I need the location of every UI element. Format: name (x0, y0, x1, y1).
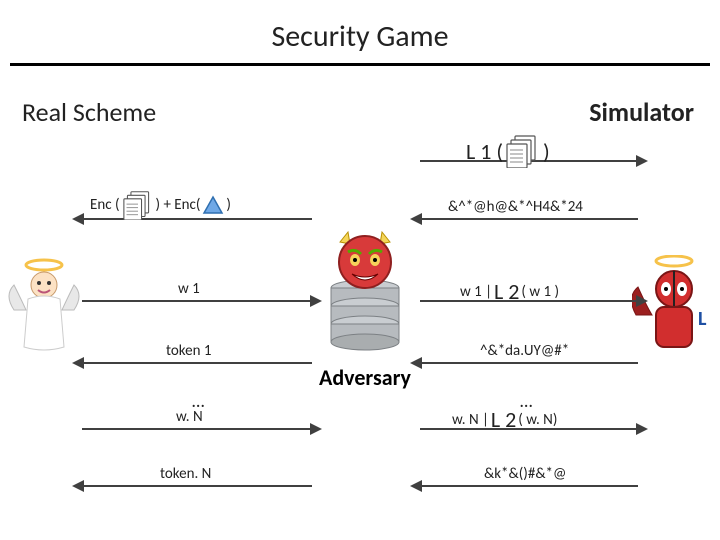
w1-l2-post: ( w 1 ) (521, 283, 559, 301)
tokenN-garbage: &k*&()#&*@ (484, 465, 566, 483)
page-title: Security Game (0, 0, 720, 55)
l1-close: ) (543, 138, 550, 165)
l1-open: L 1 ( (466, 138, 503, 165)
svg-text:L: L (698, 307, 707, 331)
wn-l2-expr: w. N | L 2 ( w. N) (452, 406, 557, 433)
enc-close: ) (226, 196, 231, 214)
adversary-icon (320, 230, 410, 360)
real-scheme-label: Real Scheme (22, 96, 156, 128)
wn-arrow-left (82, 428, 312, 430)
wn-l2-post: ( w. N) (518, 411, 557, 429)
doc-stack-icon (122, 190, 154, 220)
w1-label: w 1 (178, 280, 200, 298)
tokenN-arrow-left (82, 485, 312, 487)
token1-garbage: ^&*da.UY@#* (480, 342, 569, 360)
token1-label: token 1 (166, 342, 211, 360)
doc-stack-icon (505, 134, 541, 168)
enc-expr: Enc ( ) + Enc( ) (90, 190, 231, 220)
w1-arrow-left (82, 300, 312, 302)
tokenN-label: token. N (160, 465, 211, 483)
l2-mid: L 2 (491, 406, 516, 433)
token1-arrow-right (420, 362, 638, 364)
triangle-icon (202, 195, 224, 215)
adversary-label: Adversary (310, 364, 420, 391)
l2-mid: L 2 (494, 278, 519, 305)
l1-expr: L 1 ( ) (466, 134, 550, 168)
tokenN-arrow-right (420, 485, 638, 487)
enc-mid: ) + Enc( (156, 196, 201, 214)
simulator-label: Simulator (589, 96, 694, 128)
enc-open: Enc ( (90, 196, 120, 214)
w1-l2-expr: w 1 | L 2 ( w 1 ) (460, 278, 559, 305)
angel-icon (8, 255, 80, 355)
wn-l2-pre: w. N | (452, 411, 489, 429)
wn-label: w. N (176, 408, 203, 426)
enc-arrow-right (420, 218, 638, 220)
w1-l2-pre: w 1 | (460, 283, 492, 301)
divider (10, 63, 710, 66)
enc-cipher: &^*@h@&*^H4&*24 (448, 198, 583, 216)
token1-arrow-left (82, 362, 312, 364)
